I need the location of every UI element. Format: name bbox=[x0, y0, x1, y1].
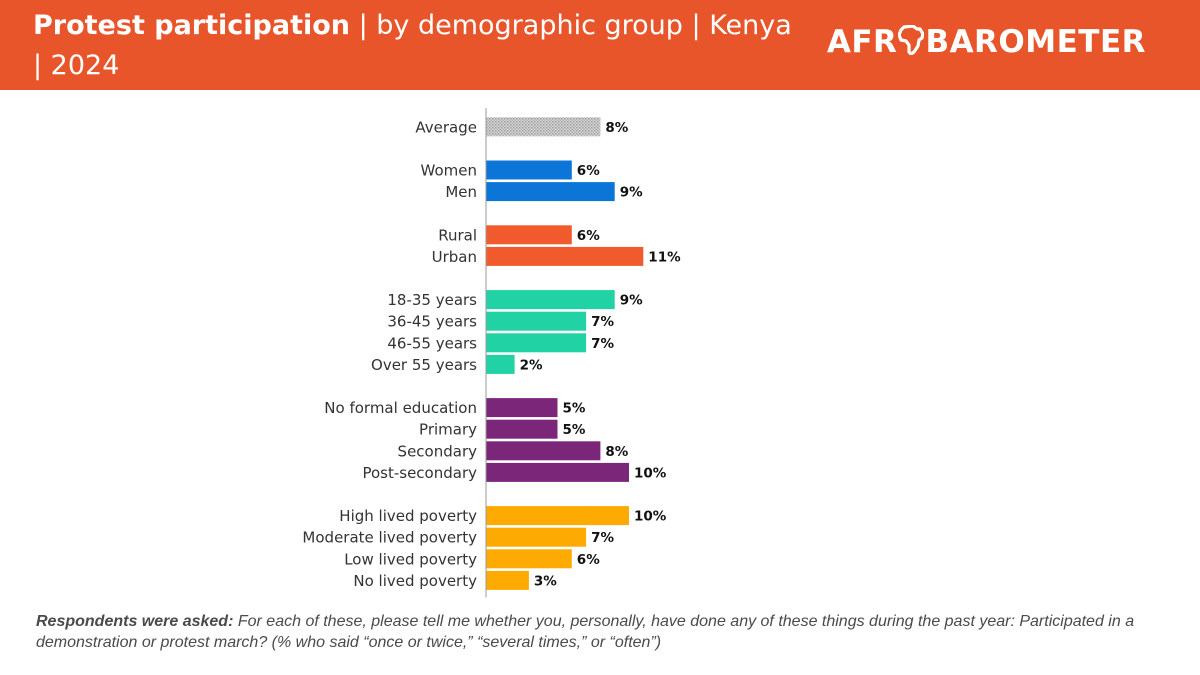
bar-label-46-55-years: 46-55 years bbox=[387, 334, 477, 352]
title-main: Protest participation bbox=[33, 10, 351, 41]
value-label-46-55-years: 7% bbox=[591, 336, 614, 352]
bar-women bbox=[486, 160, 572, 180]
logo-suffix: BAROMETER bbox=[925, 24, 1146, 60]
bar-label-post-secondary: Post-secondary bbox=[362, 464, 477, 482]
value-label-low-lived-poverty: 6% bbox=[577, 552, 600, 568]
bar-primary bbox=[486, 419, 558, 439]
bar-label-average: Average bbox=[415, 118, 477, 136]
bar-chart: Average 8% Women 6% Men 9% Rural 6% Urban 11% 18-3… bbox=[302, 108, 681, 598]
header-banner: Protest participation | by demographic g… bbox=[0, 0, 1200, 90]
bar-label-secondary: Secondary bbox=[398, 442, 478, 460]
bar-label-high-lived-poverty: High lived poverty bbox=[339, 507, 477, 525]
bar-label-no-lived-poverty: No lived poverty bbox=[353, 572, 477, 590]
value-label-18-35-years: 9% bbox=[620, 293, 643, 309]
value-label-36-45-years: 7% bbox=[591, 314, 614, 330]
bar-average bbox=[486, 117, 601, 137]
bar-secondary bbox=[486, 441, 601, 461]
value-label-over-55-years: 2% bbox=[520, 357, 543, 373]
value-label-no-lived-poverty: 3% bbox=[534, 573, 557, 589]
footnote-label: Respondents were asked: bbox=[36, 613, 234, 630]
bar-moderate-lived-poverty bbox=[486, 527, 587, 547]
bar-label-moderate-lived-poverty: Moderate lived poverty bbox=[302, 529, 477, 547]
chart-title: Protest participation | by demographic g… bbox=[33, 6, 793, 86]
bar-no-lived-poverty bbox=[486, 570, 529, 590]
bar-label-36-45-years: 36-45 years bbox=[387, 313, 477, 331]
value-label-moderate-lived-poverty: 7% bbox=[591, 530, 614, 546]
value-label-high-lived-poverty: 10% bbox=[634, 509, 667, 525]
value-label-post-secondary: 10% bbox=[634, 465, 667, 481]
bar-rural bbox=[486, 225, 572, 245]
value-label-secondary: 8% bbox=[605, 444, 628, 460]
bar-label-rural: Rural bbox=[438, 226, 477, 244]
bar-label-over-55-years: Over 55 years bbox=[371, 356, 477, 374]
afrobarometer-logo: AFR BAROMETER bbox=[827, 22, 1146, 62]
logo-prefix: AFR bbox=[826, 24, 898, 60]
bar-46-55-years bbox=[486, 333, 587, 353]
bar-label-no-formal-education: No formal education bbox=[324, 399, 477, 417]
bar-post-secondary bbox=[486, 462, 629, 482]
bar-no-formal-education bbox=[486, 398, 558, 418]
bar-label-low-lived-poverty: Low lived poverty bbox=[344, 550, 477, 568]
bars-group: Average 8% Women 6% Men 9% Rural 6% Urban 11% 18-3… bbox=[302, 117, 681, 590]
bar-men bbox=[486, 182, 615, 202]
value-label-no-formal-education: 5% bbox=[563, 401, 586, 417]
africa-map-icon bbox=[898, 25, 925, 55]
bar-18-35-years bbox=[486, 290, 615, 310]
value-label-men: 9% bbox=[620, 185, 643, 201]
bar-over-55-years bbox=[486, 354, 515, 374]
bar-label-18-35-years: 18-35 years bbox=[387, 291, 477, 309]
value-label-women: 6% bbox=[577, 163, 600, 179]
bar-high-lived-poverty bbox=[486, 506, 629, 526]
value-label-rural: 6% bbox=[577, 228, 600, 244]
bar-36-45-years bbox=[486, 311, 587, 331]
bar-urban bbox=[486, 246, 644, 266]
footnote: Respondents were asked: For each of thes… bbox=[36, 611, 1166, 653]
bar-label-urban: Urban bbox=[432, 248, 477, 266]
bar-label-men: Men bbox=[445, 183, 477, 201]
bar-low-lived-poverty bbox=[486, 549, 572, 569]
bar-label-primary: Primary bbox=[419, 421, 477, 439]
value-label-primary: 5% bbox=[563, 422, 586, 438]
value-label-average: 8% bbox=[605, 120, 628, 136]
footnote-text: For each of these, please tell me whethe… bbox=[36, 613, 1135, 651]
bar-label-women: Women bbox=[421, 162, 477, 180]
value-label-urban: 11% bbox=[648, 249, 681, 265]
title-subtitle: | by demographic group | Kenya | 2024 bbox=[33, 10, 792, 81]
